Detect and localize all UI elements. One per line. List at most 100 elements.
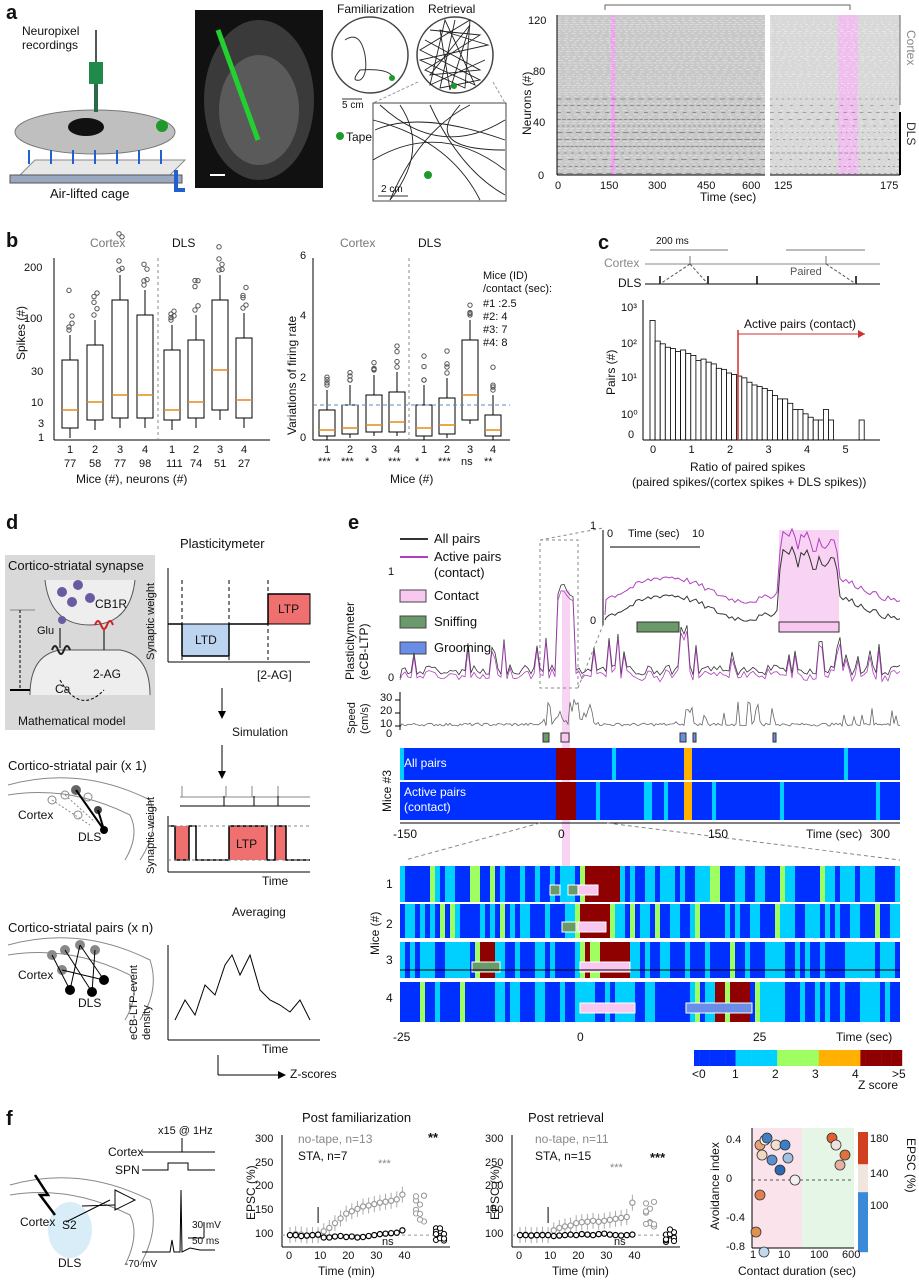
b-left-neuron-tick: 74 [190, 458, 203, 470]
no-tape-point [354, 1205, 361, 1213]
heatmap-cell [876, 782, 880, 820]
outlier [490, 382, 496, 388]
heatmap-cell [615, 866, 620, 902]
cbar-cell [858, 1148, 868, 1153]
heatmap-cell [655, 942, 660, 978]
heatmap-cell [636, 782, 640, 820]
heatmap-cell [416, 782, 420, 820]
heatmap-cell [412, 748, 416, 780]
outlier [394, 358, 400, 365]
no-tape-point [399, 1191, 406, 1198]
outlier [66, 327, 72, 333]
heatmap-cell [895, 942, 900, 978]
heatmap-cell [660, 748, 664, 780]
heatmap-cell [824, 748, 828, 780]
cbar-cell [858, 1228, 868, 1233]
cbar-cell [858, 1184, 868, 1189]
heatmap-cell [715, 866, 720, 902]
heatmap-cell [520, 782, 524, 820]
heatmap-cell [760, 942, 765, 978]
colorbar-cell [720, 1050, 726, 1066]
scatter-point [754, 1189, 766, 1201]
cbar-cell [858, 1168, 868, 1173]
heatmap-cell [795, 982, 800, 1022]
heatmap-cell [665, 942, 670, 978]
heatmap-cell [535, 904, 540, 938]
scatter-point [834, 1159, 846, 1171]
outlier [168, 311, 174, 317]
outlier [91, 293, 97, 300]
outlier [192, 283, 198, 290]
b-left-mouse-tick: 3 [117, 444, 124, 456]
cbar-cell [858, 1204, 868, 1209]
heatmap-cell [540, 982, 545, 1022]
heatmap-cell [595, 866, 600, 902]
heatmap-cell [675, 904, 680, 938]
b-right-mouse-tick: 2 [347, 444, 354, 456]
scatter-point [766, 1154, 778, 1166]
heatmap-cell [456, 748, 460, 780]
inset-active-line [604, 527, 901, 616]
d-2ag-axis: [2-AG] [257, 668, 292, 682]
heatmap-cell [504, 748, 508, 780]
heatmap-cell [700, 904, 705, 938]
e-speed-trace [399, 698, 901, 728]
heatmap-cell [515, 866, 520, 902]
colorbar-cell [855, 1050, 861, 1066]
sta-point [516, 1231, 524, 1239]
cbar-cell [858, 1208, 868, 1213]
heatmap-cell [612, 748, 616, 780]
sc-y-tick: 0 [726, 1173, 733, 1185]
cage-illustration [9, 30, 187, 192]
heatmap-cell [636, 748, 640, 780]
heatmap-cell [805, 942, 810, 978]
e-row-4: 4 [386, 991, 393, 1005]
f-fam-title: Post familiarization [302, 1110, 412, 1125]
b-right-star: * [415, 456, 420, 468]
heatmap-cell [495, 866, 500, 902]
heatmap-cell [715, 904, 720, 938]
heatmap-cell [545, 866, 550, 902]
b-right-star: *** [388, 456, 401, 468]
cbar-cell [858, 1156, 868, 1161]
cbar-cell [858, 1164, 868, 1169]
heatmap-cell [824, 782, 828, 820]
raster-ytick-80: 80 [533, 66, 546, 78]
heatmap-cell [804, 782, 808, 820]
heatmap-cell [405, 942, 410, 978]
y-tick: 100 [255, 1228, 274, 1241]
d-pairs-title: Cortico-striatal pairs (x n) [8, 920, 154, 935]
cbar-cell [858, 1196, 868, 1201]
b-right-mouse-tick: 1 [324, 444, 331, 456]
panel-letter-b: b [6, 230, 19, 252]
raster-xtick-300: 300 [648, 180, 667, 192]
heatmap-cell [812, 748, 816, 780]
outlier [195, 303, 201, 309]
heatmap-cell [420, 782, 424, 820]
heatmap-cell [788, 748, 792, 780]
scale-5cm: 5 cm [342, 100, 364, 111]
heatmap-cell [860, 982, 865, 1022]
heatmap-cell [575, 904, 580, 938]
e-contact: Contact [434, 588, 479, 603]
no-tape-point [589, 1217, 597, 1224]
heatmap-cell [855, 942, 860, 978]
heatmap-cell [800, 982, 805, 1022]
heatmap-cell [415, 982, 420, 1022]
heatmap-cell [680, 942, 685, 978]
raster-xtick-0: 0 [555, 180, 562, 192]
sta-point [292, 1231, 299, 1239]
outlier [94, 305, 100, 312]
e-inset-tick-0: 0 [607, 528, 614, 540]
heatmap-cell [475, 942, 480, 978]
colorbar-cell [896, 1050, 903, 1066]
behavior-box [685, 1002, 753, 1014]
e-ytick-0: 0 [388, 672, 395, 684]
box [461, 339, 479, 421]
x-tick: 40 [628, 1250, 641, 1262]
heatmap-cell [495, 942, 500, 978]
b-right-star: * [365, 456, 370, 468]
b-left-neuron-tick: 58 [89, 458, 102, 470]
heatmap-cell [732, 748, 736, 780]
box [235, 337, 253, 419]
